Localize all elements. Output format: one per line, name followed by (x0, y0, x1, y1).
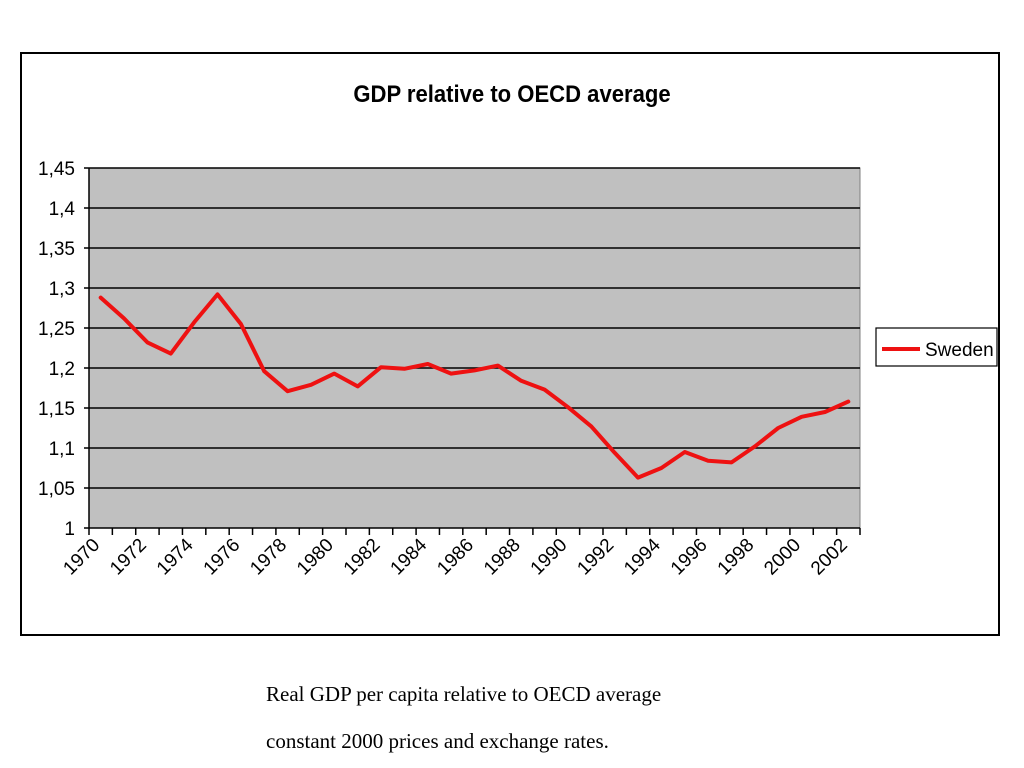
data-point (215, 292, 220, 296)
y-tick-label: 1,25 (38, 319, 75, 340)
data-point (706, 459, 710, 463)
y-tick-label: 1,3 (49, 279, 75, 300)
x-tick-label: 1976 (200, 535, 245, 580)
x-tick-label: 1980 (293, 535, 338, 580)
x-tick-label: 1984 (387, 534, 432, 579)
caption-line-2: constant 2000 prices and exchange rates. (266, 729, 609, 753)
data-point (729, 460, 734, 464)
y-tick-label: 1,35 (38, 239, 75, 260)
data-point (636, 476, 640, 480)
x-tick-label: 2002 (807, 535, 852, 580)
data-point (542, 388, 547, 392)
data-point (262, 369, 266, 373)
x-tick-label: 1978 (246, 535, 291, 580)
data-point (356, 384, 360, 388)
data-point (169, 352, 173, 356)
data-point (192, 320, 196, 324)
data-point (823, 410, 827, 414)
data-point (776, 426, 780, 430)
x-tick-label: 1994 (620, 534, 665, 579)
chart-title: GDP relative to OECD average (353, 80, 670, 107)
y-tick-label: 1,05 (38, 479, 75, 500)
chart: GDP relative to OECD average 1 1,05 1,1 1,15… (38, 80, 998, 580)
x-tick-label: 1988 (480, 535, 525, 580)
x-tick-label: 1982 (340, 535, 385, 580)
caption-line-1: Real GDP per capita relative to OECD ave… (266, 682, 662, 706)
chart-frame: GDP relative to OECD average 1 1,05 1,1 1,15… (20, 52, 1000, 636)
data-point (496, 364, 500, 368)
data-point (799, 415, 804, 419)
x-tick-label: 1972 (106, 535, 151, 580)
data-point (613, 451, 617, 455)
x-tick-label: 1970 (59, 535, 104, 580)
data-point (122, 316, 126, 320)
legend-label: Sweden (925, 340, 994, 361)
y-tick-label: 1,1 (49, 439, 75, 460)
data-point (402, 367, 407, 371)
data-point (99, 296, 103, 300)
data-point (285, 389, 290, 393)
data-point (426, 362, 430, 366)
x-tick-label: 1990 (527, 535, 572, 580)
y-tick-label: 1 (64, 519, 75, 540)
data-point (309, 383, 313, 387)
data-point (145, 340, 150, 344)
data-point (379, 365, 383, 369)
data-point (659, 466, 664, 470)
data-point (472, 368, 477, 372)
x-tick-label: 1986 (433, 535, 478, 580)
y-tick-label: 1,4 (49, 199, 76, 220)
data-point (589, 424, 593, 428)
y-tick-label: 1,2 (49, 359, 75, 380)
plot-area (88, 167, 861, 529)
data-point (566, 405, 570, 409)
data-point (519, 379, 523, 383)
y-tick-label: 1,45 (38, 159, 75, 180)
data-point (683, 450, 687, 454)
y-tick-label: 1,15 (38, 399, 75, 420)
data-point (753, 444, 757, 448)
x-tick-label: 1998 (714, 535, 759, 580)
data-point (332, 372, 336, 376)
x-tick-label: 1974 (153, 534, 198, 579)
data-point (449, 372, 453, 376)
data-point (846, 400, 850, 404)
data-point (239, 322, 243, 326)
x-tick-label: 1996 (667, 535, 712, 580)
x-tick-label: 1992 (573, 535, 618, 580)
x-tick-label: 2000 (760, 535, 805, 580)
